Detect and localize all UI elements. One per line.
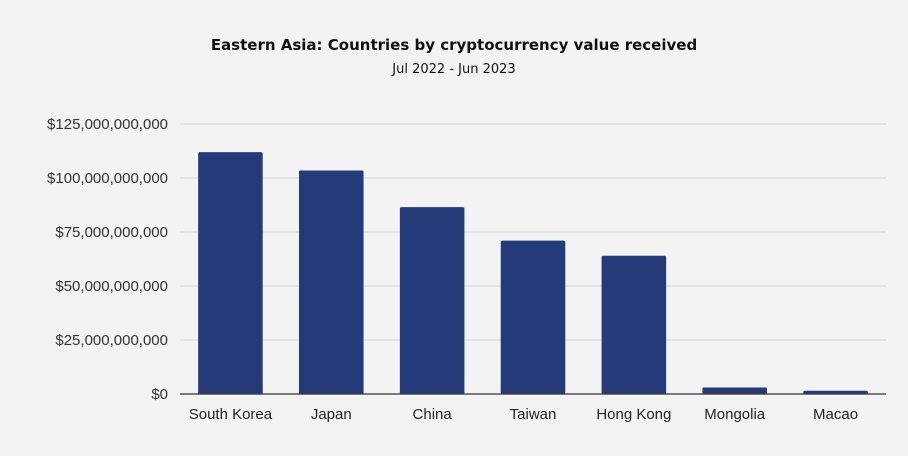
x-tick-label: South Korea (189, 406, 273, 423)
bar (399, 207, 465, 394)
y-tick-label: $25,000,000,000 (55, 332, 168, 349)
x-tick-label: China (413, 406, 453, 423)
x-tick-label: Mongolia (704, 406, 766, 423)
chart-subtitle: Jul 2022 - Jun 2023 (391, 62, 515, 77)
x-tick-label: Japan (311, 406, 352, 423)
y-tick-label: $50,000,000,000 (55, 278, 168, 295)
y-tick-label: $75,000,000,000 (55, 224, 168, 241)
bar (702, 387, 767, 394)
bar (299, 170, 364, 394)
gridlines (180, 123, 886, 341)
bar (803, 390, 868, 394)
x-axis-ticks: South Korea Japan China Taiwan Hong Kong Mong… (189, 406, 858, 423)
bar (198, 152, 263, 394)
chart-title: Eastern Asia: Countries by cryptocurrenc… (211, 36, 697, 54)
x-tick-label: Macao (813, 406, 858, 423)
bars (198, 152, 868, 394)
y-tick-label: $100,000,000,000 (47, 170, 168, 187)
y-tick-label: $125,000,000,000 (47, 116, 168, 133)
bar (601, 255, 667, 394)
bar (500, 240, 566, 394)
x-tick-label: Taiwan (510, 406, 557, 423)
y-tick-label: $0 (151, 386, 168, 403)
y-axis-ticks: $0 $25,000,000,000 $50,000,000,000 $75,000,… (47, 116, 168, 403)
x-tick-label: Hong Kong (596, 406, 671, 423)
